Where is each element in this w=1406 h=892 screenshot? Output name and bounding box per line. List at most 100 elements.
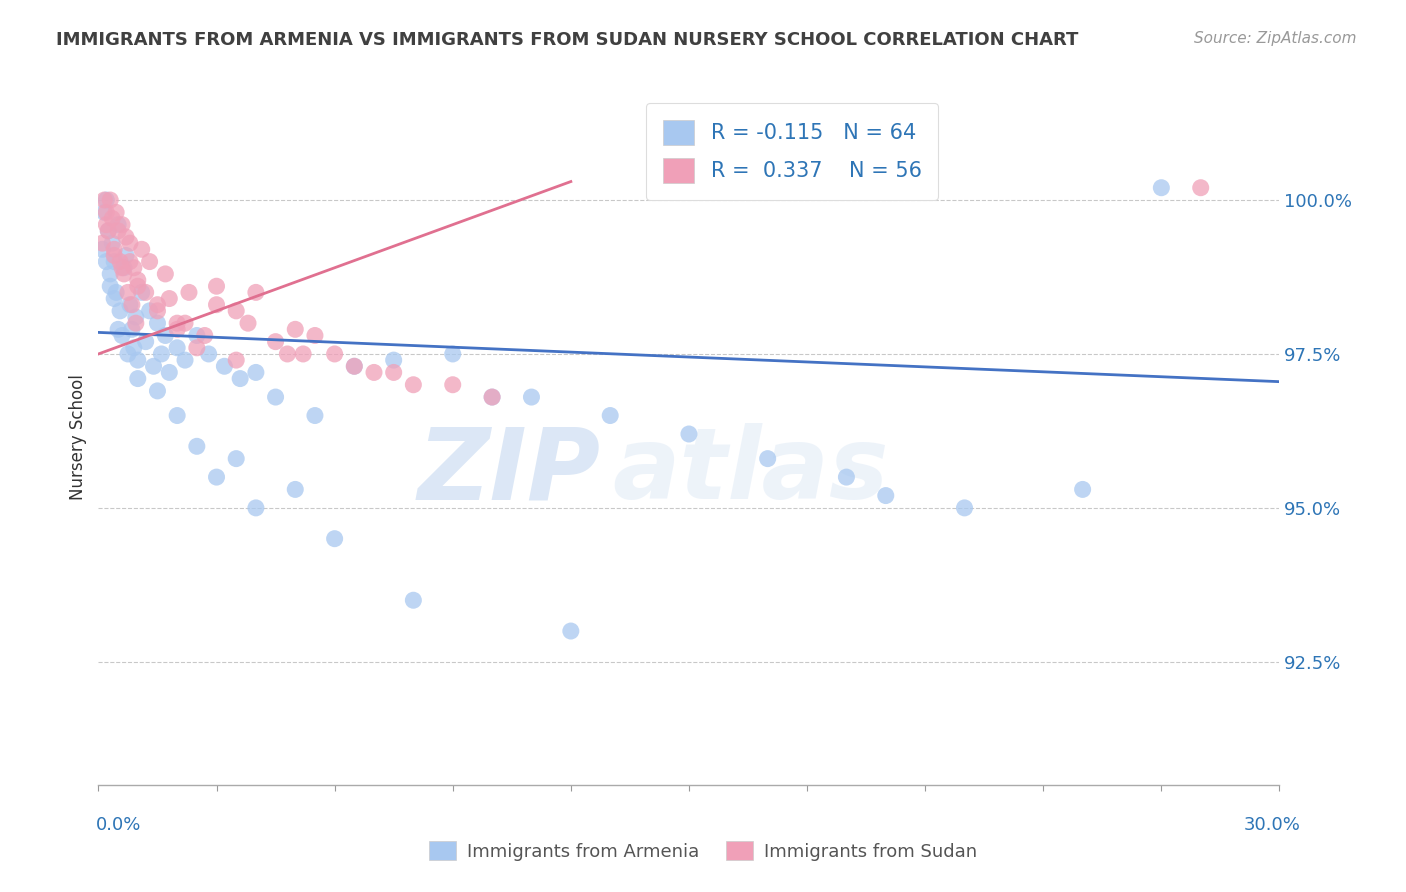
Point bbox=[1150, 180, 1173, 194]
Point bbox=[118, 298, 141, 312]
Point bbox=[91, 242, 114, 256]
Point bbox=[103, 292, 125, 306]
Point bbox=[953, 500, 976, 515]
Point bbox=[276, 347, 298, 361]
Text: Source: ZipAtlas.com: Source: ZipAtlas.com bbox=[1194, 31, 1357, 46]
Point bbox=[520, 390, 543, 404]
Point bbox=[131, 285, 153, 300]
Point bbox=[98, 267, 121, 281]
Text: IMMIGRANTS FROM ARMENIA VS IMMIGRANTS FROM SUDAN NURSERY SCHOOL CORRELATION CHAR: IMMIGRANTS FROM ARMENIA VS IMMIGRANTS FR… bbox=[56, 31, 1078, 49]
Point bbox=[402, 593, 425, 607]
Point bbox=[875, 489, 897, 503]
Point bbox=[127, 279, 149, 293]
Point bbox=[125, 310, 148, 324]
Point bbox=[186, 328, 208, 343]
Point bbox=[96, 205, 118, 219]
Point bbox=[96, 193, 118, 207]
Point bbox=[111, 218, 134, 232]
Point bbox=[115, 230, 138, 244]
Point bbox=[166, 322, 188, 336]
Point bbox=[343, 359, 366, 374]
Point bbox=[225, 451, 247, 466]
Point bbox=[103, 254, 125, 268]
Point bbox=[186, 341, 208, 355]
Point bbox=[105, 205, 128, 219]
Point bbox=[107, 322, 129, 336]
Point bbox=[264, 334, 287, 349]
Point bbox=[115, 248, 138, 262]
Point bbox=[214, 359, 236, 374]
Point bbox=[142, 359, 165, 374]
Point bbox=[481, 390, 503, 404]
Legend: Immigrants from Armenia, Immigrants from Sudan: Immigrants from Armenia, Immigrants from… bbox=[420, 832, 986, 870]
Point bbox=[117, 285, 139, 300]
Point bbox=[121, 298, 143, 312]
Point bbox=[101, 211, 124, 226]
Point bbox=[245, 500, 267, 515]
Text: atlas: atlas bbox=[612, 424, 889, 520]
Point bbox=[402, 377, 425, 392]
Point bbox=[103, 248, 125, 262]
Point bbox=[97, 224, 120, 238]
Point bbox=[194, 328, 217, 343]
Point bbox=[93, 205, 115, 219]
Point bbox=[245, 285, 267, 300]
Point bbox=[382, 353, 405, 368]
Point bbox=[1071, 483, 1094, 497]
Point bbox=[146, 384, 169, 398]
Point bbox=[122, 341, 145, 355]
Point bbox=[229, 371, 252, 385]
Point bbox=[112, 260, 135, 275]
Point bbox=[363, 366, 385, 380]
Legend: R = -0.115   N = 64, R =  0.337    N = 56: R = -0.115 N = 64, R = 0.337 N = 56 bbox=[647, 103, 938, 200]
Point bbox=[108, 303, 131, 318]
Point bbox=[441, 377, 464, 392]
Point bbox=[186, 439, 208, 453]
Point bbox=[245, 366, 267, 380]
Point bbox=[138, 303, 160, 318]
Point bbox=[441, 347, 464, 361]
Point bbox=[105, 285, 128, 300]
Point bbox=[560, 624, 582, 638]
Point bbox=[205, 470, 228, 484]
Point bbox=[284, 483, 307, 497]
Point bbox=[292, 347, 315, 361]
Point bbox=[103, 242, 125, 256]
Point bbox=[138, 254, 160, 268]
Point bbox=[135, 334, 157, 349]
Point bbox=[135, 285, 157, 300]
Point bbox=[146, 303, 169, 318]
Point bbox=[174, 353, 197, 368]
Point bbox=[304, 328, 326, 343]
Point bbox=[1189, 180, 1212, 194]
Point bbox=[98, 193, 121, 207]
Point bbox=[146, 298, 169, 312]
Point bbox=[177, 285, 200, 300]
Point bbox=[118, 254, 141, 268]
Point bbox=[117, 347, 139, 361]
Point bbox=[225, 303, 247, 318]
Point bbox=[225, 353, 247, 368]
Point bbox=[98, 279, 121, 293]
Point bbox=[96, 254, 118, 268]
Point bbox=[121, 322, 143, 336]
Point bbox=[236, 316, 259, 330]
Point bbox=[197, 347, 219, 361]
Point bbox=[155, 267, 177, 281]
Text: ZIP: ZIP bbox=[418, 424, 600, 520]
Point bbox=[150, 347, 173, 361]
Point bbox=[101, 236, 124, 251]
Point bbox=[127, 371, 149, 385]
Point bbox=[91, 236, 114, 251]
Point bbox=[678, 427, 700, 442]
Point bbox=[108, 254, 131, 268]
Point bbox=[284, 322, 307, 336]
Point bbox=[166, 409, 188, 423]
Point bbox=[166, 341, 188, 355]
Point bbox=[111, 328, 134, 343]
Point bbox=[127, 353, 149, 368]
Point bbox=[157, 366, 180, 380]
Point bbox=[205, 279, 228, 293]
Text: 30.0%: 30.0% bbox=[1244, 816, 1301, 834]
Point bbox=[131, 242, 153, 256]
